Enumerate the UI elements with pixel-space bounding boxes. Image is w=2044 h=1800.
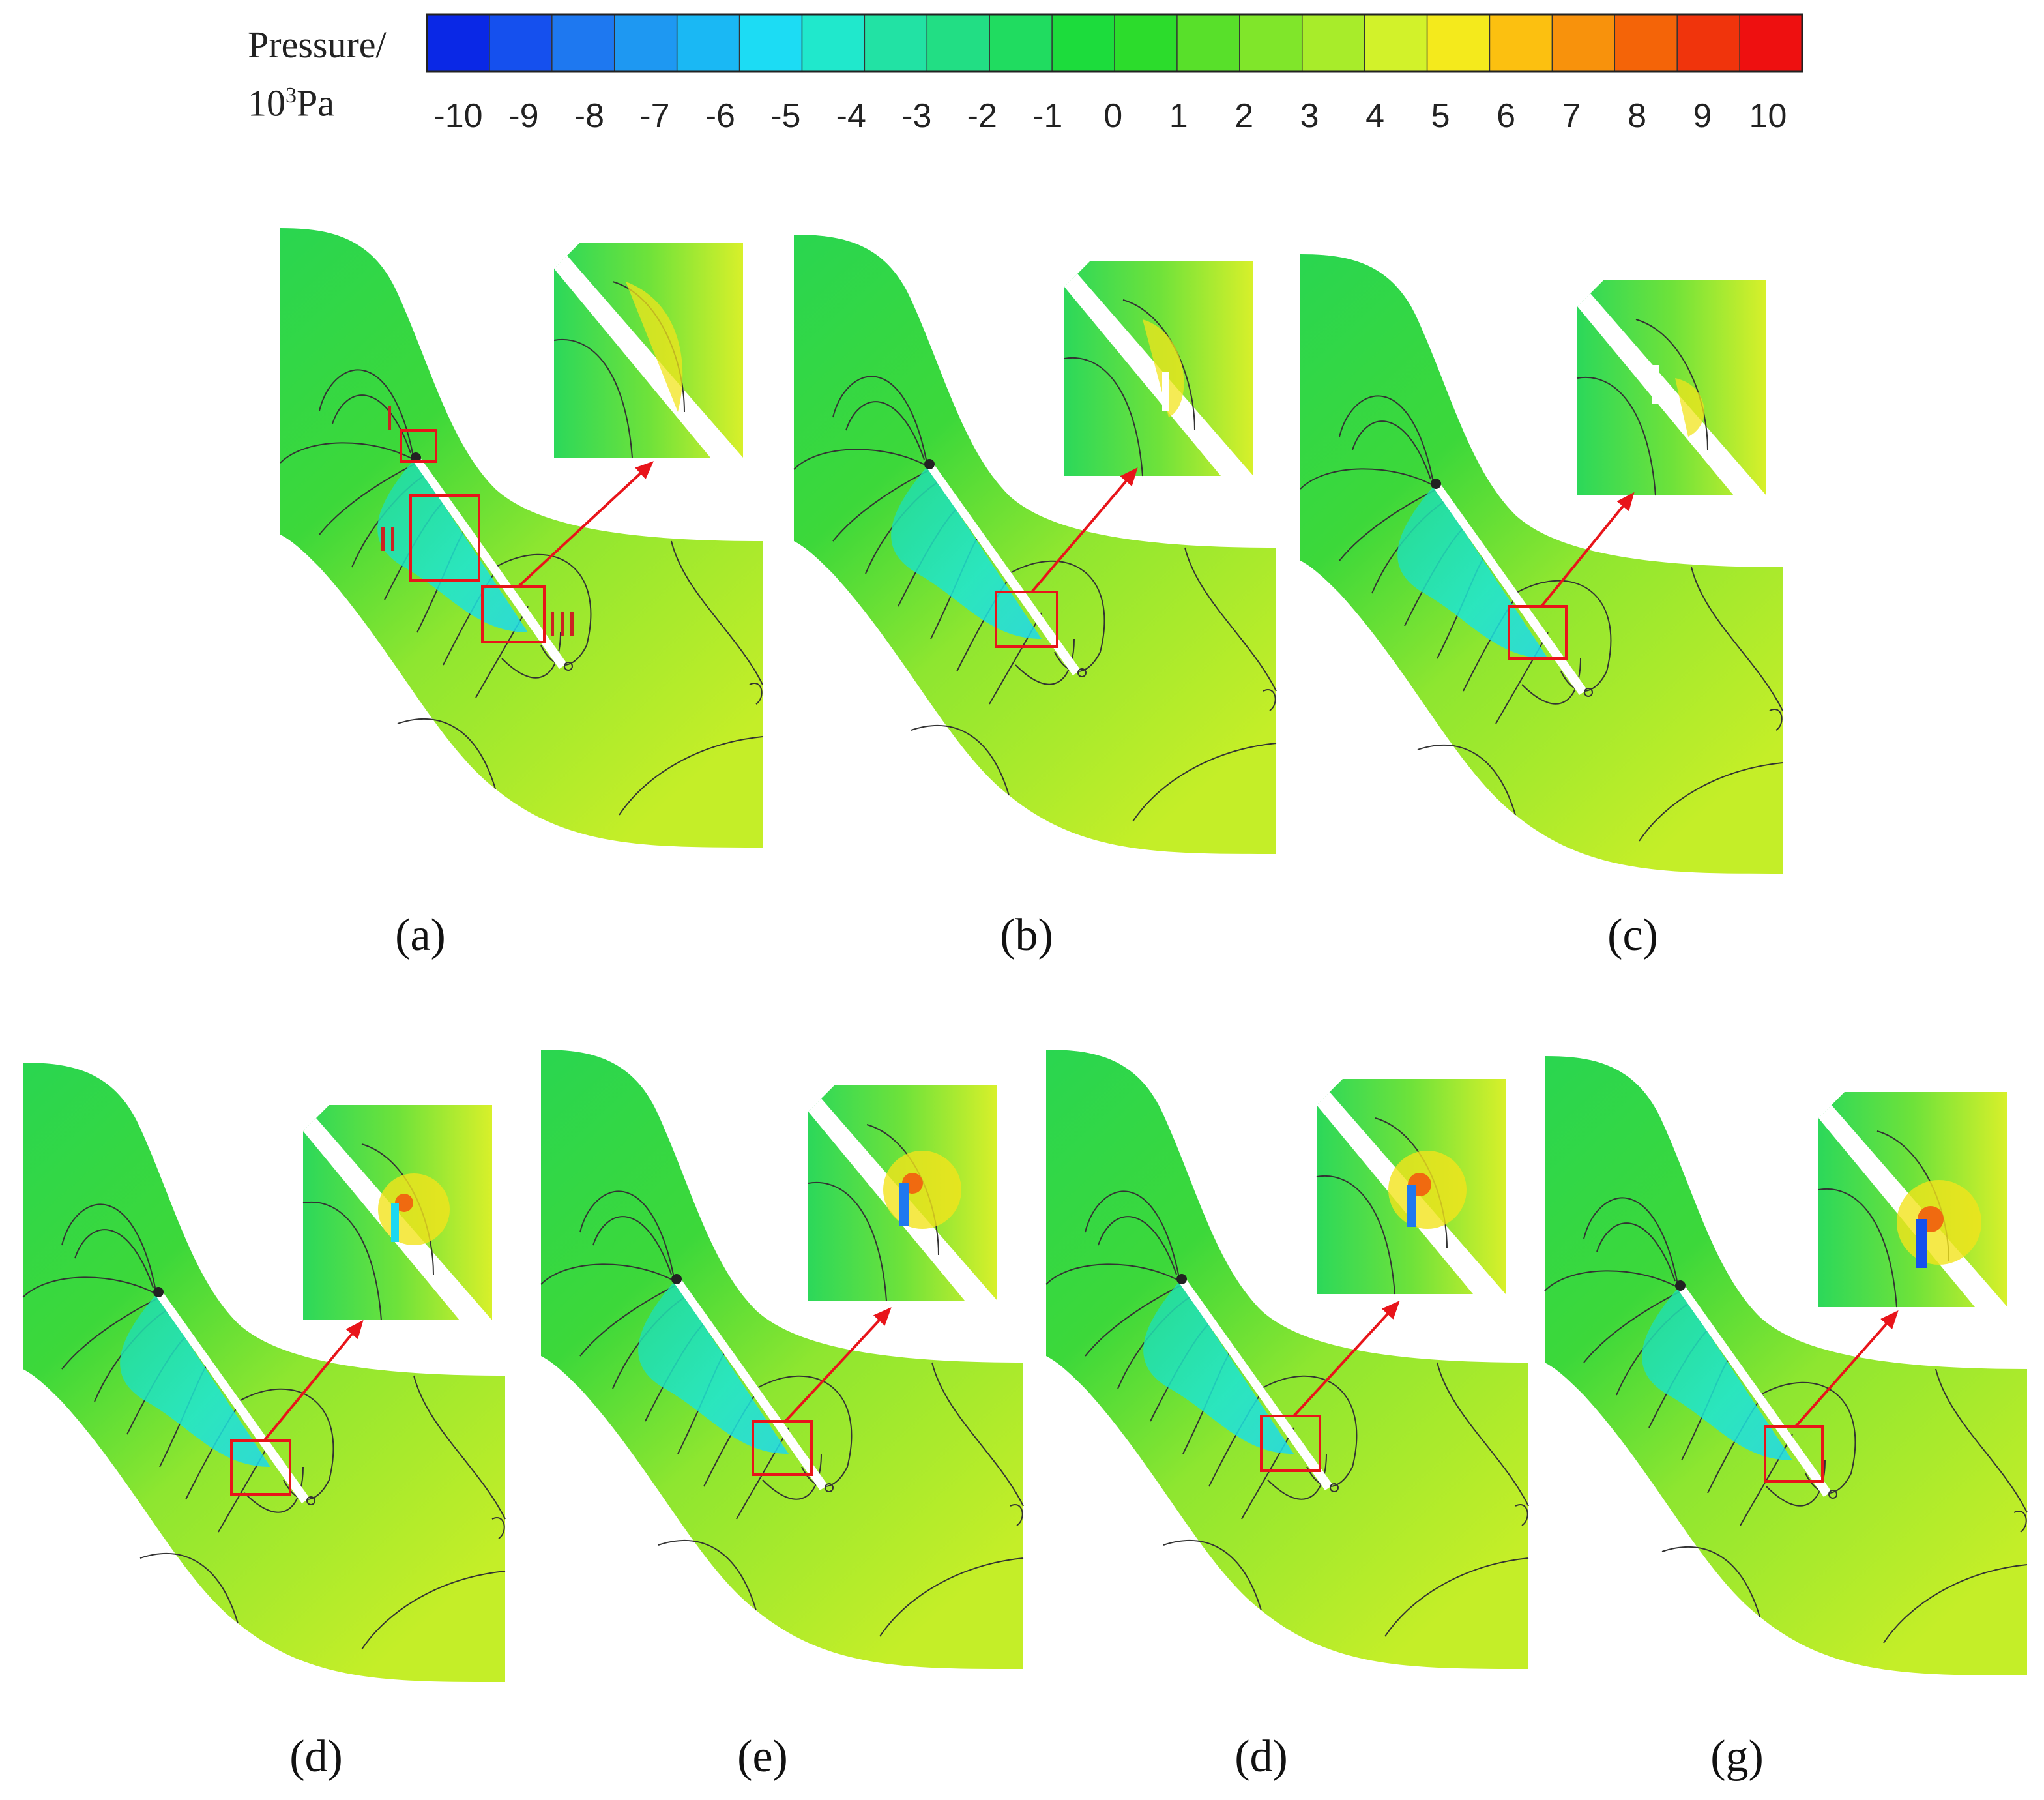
colorbar-tick-label: -4: [836, 97, 866, 135]
region-label-II: II: [378, 520, 398, 559]
caption-b: (b): [1000, 910, 1053, 960]
caption-d2: (d): [1234, 1732, 1288, 1782]
colorbar-tick-label: 8: [1628, 97, 1646, 135]
zoom-arrow: [1292, 1301, 1400, 1417]
panel-a: I II III: [280, 228, 763, 848]
region-box: [752, 1420, 813, 1476]
colorbar-segment: [1176, 14, 1241, 72]
panel-g-inset: [1818, 1091, 2008, 1308]
colorbar-segment: [676, 14, 740, 72]
region-box: [1508, 605, 1568, 660]
colorbar-tick-label: 9: [1693, 97, 1712, 135]
legend-title-exponent: 3: [285, 83, 297, 108]
panel-g: [1544, 1055, 2028, 1676]
colorbar-tick-label: -9: [508, 97, 538, 135]
panel-c: [1300, 254, 1783, 874]
colorbar-segment: [1739, 14, 1803, 72]
colorbar-segment: [989, 14, 1053, 72]
colorbar-tick-label: -8: [574, 97, 604, 135]
caption-g: (g): [1710, 1732, 1764, 1782]
legend-title-unit: Pa: [297, 81, 334, 125]
colorbar-tick-label: 5: [1431, 97, 1450, 135]
panel-d2-inset: [1316, 1078, 1506, 1295]
region-label-I: I: [385, 399, 394, 438]
region-box-III: [481, 585, 546, 643]
colorbar-tick-label: 3: [1300, 97, 1319, 135]
colorbar-segment: [1676, 14, 1741, 72]
panel-b-inset: [1064, 260, 1254, 477]
colorbar-tick-label: 4: [1365, 97, 1384, 135]
colorbar-segment: [1489, 14, 1553, 72]
colorbar-tick-label: -7: [639, 97, 669, 135]
colorbar-tick-label: 2: [1234, 97, 1253, 135]
legend-title-line1: Pressure/: [248, 23, 387, 66]
colorbar-tick-label: -2: [967, 97, 997, 135]
colorbar-tick-label: -3: [901, 97, 931, 135]
panel-d2: [1045, 1049, 1529, 1670]
colorbar-tick-label: -5: [770, 97, 800, 135]
zoom-arrow: [263, 1320, 364, 1442]
caption-d1: (d): [289, 1732, 343, 1782]
colorbar-segment: [489, 14, 553, 72]
region-box: [1260, 1415, 1321, 1472]
panel-e: [540, 1049, 1024, 1670]
colorbar-tick-label: -6: [705, 97, 735, 135]
colorbar-tick-label: 6: [1496, 97, 1515, 135]
caption-a: (a): [395, 910, 446, 960]
colorbar-segment: [1114, 14, 1178, 72]
zoom-arrow: [517, 461, 654, 588]
colorbar-segment: [1051, 14, 1116, 72]
pressure-colorbar: -10 -9 -8 -7 -6 -5 -4 -3 -2 -1 0 1 2 3 4 5 6 7 8 9 10: [426, 13, 1803, 135]
colorbar-segment: [1614, 14, 1678, 72]
region-box: [230, 1439, 291, 1496]
colorbar-tick-label: 7: [1562, 97, 1581, 135]
legend-title-base: 10: [248, 81, 285, 125]
colorbar-segment: [613, 14, 678, 72]
region-box-I: [400, 429, 437, 463]
zoom-arrow: [1794, 1310, 1899, 1428]
colorbar-tick-label: -10: [433, 97, 482, 135]
panel-c-inset: [1577, 280, 1767, 496]
colorbar-tick-label: 0: [1103, 97, 1122, 135]
zoom-arrow: [1540, 492, 1635, 608]
region-box: [995, 591, 1058, 648]
colorbar-segment: [926, 14, 991, 72]
colorbar-segment: [1301, 14, 1365, 72]
zoom-arrow: [784, 1307, 892, 1423]
legend-title: Pressure/ 103Pa: [248, 20, 417, 128]
region-box-II: [409, 494, 480, 582]
region-label-III: III: [548, 604, 577, 643]
colorbar-segment: [1551, 14, 1616, 72]
colorbar-segment: [1239, 14, 1303, 72]
colorbar-tick-label: 1: [1169, 97, 1188, 135]
colorbar-frame: [426, 13, 1803, 73]
caption-c: (c): [1607, 910, 1658, 960]
colorbar-tick-label: -1: [1032, 97, 1062, 135]
panel-b: [793, 234, 1277, 855]
panel-a-inset: [553, 242, 744, 458]
panel-d1-inset: [302, 1104, 493, 1321]
caption-e: (e): [737, 1732, 788, 1782]
colorbar-segment: [1364, 14, 1428, 72]
panel-d1: [22, 1062, 506, 1683]
zoom-arrow: [1030, 467, 1138, 593]
panel-e-inset: [808, 1085, 998, 1301]
region-box: [1764, 1425, 1824, 1483]
colorbar-tick-label: 10: [1749, 97, 1787, 135]
